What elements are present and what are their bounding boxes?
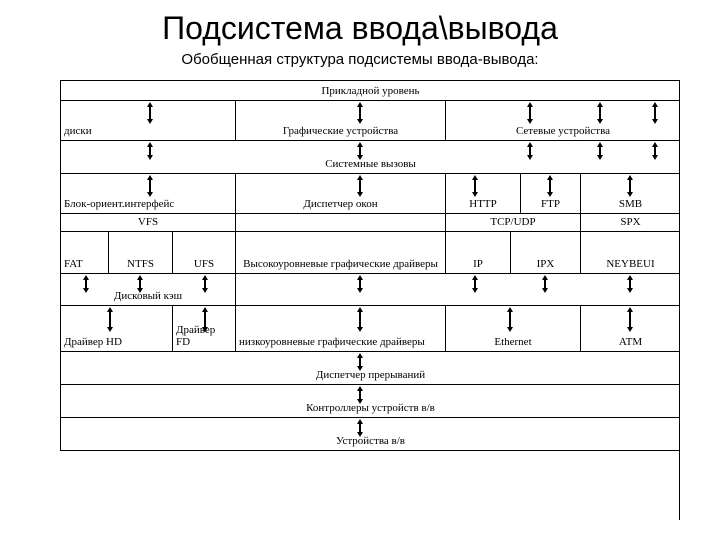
cell-label: Блок-ориент.интерфейс — [64, 198, 174, 211]
cell-label: FAT — [64, 258, 83, 271]
cell-label: HTTP — [469, 198, 497, 211]
diagram-cell: Системные вызовы — [60, 141, 680, 173]
diagram-cell: Дисковый кэш — [60, 274, 235, 305]
diagram-cell: Драйвер HD — [60, 306, 172, 351]
cell-label: IPX — [537, 258, 555, 271]
cell-label: Драйвер HD — [64, 336, 122, 349]
cell-label: Дисковый кэш — [114, 290, 182, 303]
cell-label: Диспетчер окон — [303, 198, 377, 211]
diagram-row: диски Графические устройства Сетевые устро… — [60, 101, 679, 141]
diagram-cell: Драйвер FD — [172, 306, 235, 351]
diagram-row: Контроллеры устройств в/в — [60, 385, 679, 418]
diagram-cell: Сетевые устройства — [445, 101, 680, 140]
cell-label: NEYBEUI — [606, 258, 654, 271]
cell-label: ATM — [619, 336, 642, 349]
diagram-cell: NEYBEUI — [580, 232, 680, 273]
diagram-cell: Ethernet — [445, 306, 580, 351]
cell-label: Драйвер FD — [176, 324, 232, 349]
diagram-cell: FTP — [520, 174, 580, 213]
cell-label: низкоуровневые графические драйверы — [239, 336, 425, 349]
diagram-row: FAT NTFS UFS Высокоуровневые графические др… — [60, 232, 679, 274]
cell-label: диски — [64, 125, 92, 138]
diagram-cell: Блок-ориент.интерфейс — [60, 174, 235, 213]
diagram-cell: SPX — [580, 214, 680, 231]
diagram-cell: низкоуровневые графические драйверы — [235, 306, 445, 351]
cell-label: Высокоуровневые графические драйверы — [243, 258, 438, 271]
cell-label: UFS — [194, 258, 214, 271]
cell-label: FTP — [541, 198, 560, 211]
diagram-cell: FAT — [60, 232, 108, 273]
diagram-cell: Устройства в/в — [60, 418, 680, 450]
diagram-cell: NTFS — [108, 232, 172, 273]
cell-label: Ethernet — [494, 336, 531, 349]
io-subsystem-diagram: Прикладной уровень диски Графические устро… — [60, 80, 680, 520]
cell-label: Устройства в/в — [336, 435, 405, 448]
cell-label: SPX — [620, 216, 640, 229]
cell-label: Диспетчер прерываний — [316, 369, 425, 382]
diagram-row: Дисковый кэш — [60, 274, 679, 306]
cell-label: VFS — [138, 216, 158, 229]
diagram-cell: VFS — [60, 214, 235, 231]
diagram-cell: Диспетчер прерываний — [60, 352, 680, 384]
cell-label: SMB — [619, 198, 642, 211]
diagram-cell: UFS — [172, 232, 235, 273]
diagram-row: Устройства в/в — [60, 418, 679, 451]
diagram-cell — [235, 274, 680, 305]
page-title: Подсистема ввода\вывода — [0, 0, 720, 51]
diagram-row: Блок-ориент.интерфейс Диспетчер окон HTTP F… — [60, 174, 679, 214]
cell-label: IP — [473, 258, 483, 271]
cell-label: Графические устройства — [283, 125, 398, 138]
cell-label: TCP/UDP — [490, 216, 535, 229]
diagram-cell — [235, 214, 445, 231]
diagram-cell: Высокоуровневые графические драйверы — [235, 232, 445, 273]
diagram-row: VFS TCP/UDP SPX — [60, 214, 679, 232]
diagram-cell: Прикладной уровень — [60, 81, 680, 100]
cell-label: Системные вызовы — [325, 158, 416, 171]
diagram-cell: HTTP — [445, 174, 520, 213]
cell-label: Контроллеры устройств в/в — [306, 402, 435, 415]
diagram-cell: SMB — [580, 174, 680, 213]
page-subtitle: Обобщенная структура подсистемы ввода-вы… — [0, 51, 720, 76]
diagram-row: Прикладной уровень — [60, 81, 679, 101]
diagram-cell: Диспетчер окон — [235, 174, 445, 213]
cell-label: Прикладной уровень — [321, 85, 419, 98]
diagram-cell: IPX — [510, 232, 580, 273]
diagram-cell: ATM — [580, 306, 680, 351]
diagram-row: Диспетчер прерываний — [60, 352, 679, 385]
diagram-cell: TCP/UDP — [445, 214, 580, 231]
cell-label: NTFS — [127, 258, 154, 271]
diagram-cell: диски — [60, 101, 235, 140]
diagram-row: Драйвер HD Драйвер FD низкоуровневые графи… — [60, 306, 679, 352]
diagram-cell: Контроллеры устройств в/в — [60, 385, 680, 417]
diagram-cell: IP — [445, 232, 510, 273]
cell-label: Сетевые устройства — [516, 125, 610, 138]
diagram-cell: Графические устройства — [235, 101, 445, 140]
diagram-row: Системные вызовы — [60, 141, 679, 174]
